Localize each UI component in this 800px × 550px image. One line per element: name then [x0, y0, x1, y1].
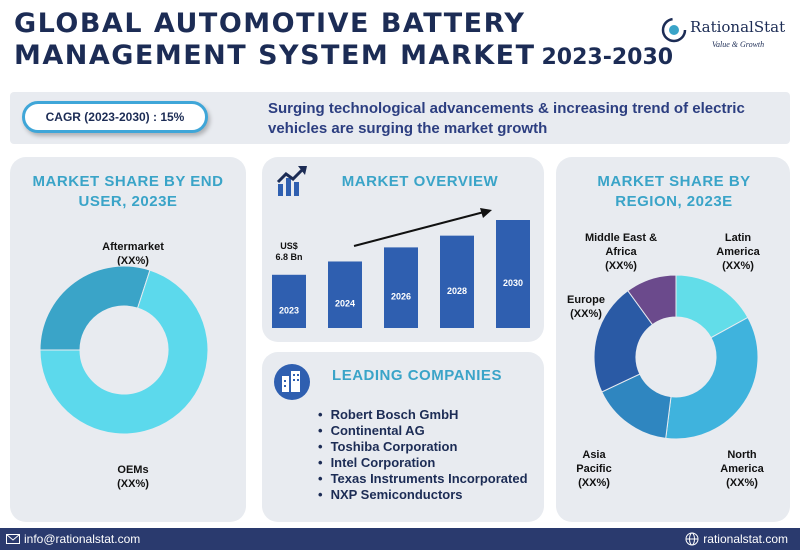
cagr-badge: CAGR (2023-2030) : 15% [22, 101, 208, 133]
mea-value: (XX%) [605, 260, 637, 272]
oems-name: OEMs [117, 464, 149, 476]
market-overview-title: MARKET OVERVIEW [341, 173, 499, 190]
asia-pacific-name: Asia Pacific [576, 449, 612, 475]
title-line-2: MANAGEMENT SYSTEM MARKET [14, 40, 536, 71]
north-america-label: North America (XX%) [710, 448, 774, 490]
slice-middle-east-africa [627, 275, 677, 326]
bar-label-2024: 2024 [335, 299, 355, 309]
bar-label-2030: 2030 [503, 278, 523, 288]
title-years: 2023-2030 [541, 45, 674, 70]
title-line-1: GLOBAL AUTOMOTIVE BATTERY [14, 8, 526, 39]
region-donut-chart [593, 275, 759, 440]
asia-pacific-value: (XX%) [578, 477, 610, 489]
slice-north-america [665, 316, 759, 440]
europe-label: Europe (XX%) [560, 293, 612, 321]
list-item: Continental AG [318, 423, 528, 439]
slice-aftermarket [39, 265, 151, 351]
logo-tagline: Value & Growth [712, 40, 765, 49]
bar-2030 [496, 220, 530, 328]
end-user-donut-chart [39, 265, 209, 435]
list-item: Robert Bosch GmbH [318, 407, 528, 423]
logo-name: RationalStat [690, 18, 786, 36]
latin-america-label: Latin America (XX%) [706, 231, 770, 273]
europe-value: (XX%) [570, 308, 602, 320]
summary-banner: CAGR (2023-2030) : 15% Surging technolog… [10, 92, 790, 144]
value-annotation: US$ 6.8 Bn [275, 241, 302, 262]
mea-label: Middle East & Africa (XX%) [573, 231, 669, 273]
bar-2028 [440, 235, 474, 328]
trend-arrow [353, 211, 485, 247]
bar-2023 [272, 274, 306, 328]
aftermarket-value: (XX%) [117, 255, 149, 267]
region-title: MARKET SHARE BY REGION, 2023E [597, 173, 751, 210]
aftermarket-label: Aftermarket (XX%) [78, 240, 188, 268]
trend-arrow-head [480, 208, 492, 218]
banner-text: Surging technological advancements & inc… [268, 100, 745, 137]
footer-website-text: rationalstat.com [703, 532, 788, 546]
slice-oems [39, 269, 209, 435]
page-title: GLOBAL AUTOMOTIVE BATTERY MANAGEMENT SYS… [14, 8, 673, 72]
list-item: Texas Instruments Incorporated [318, 471, 528, 487]
europe-name: Europe [567, 294, 605, 306]
end-user-title: MARKET SHARE BY END USER, 2023E [32, 173, 224, 210]
envelope-icon [6, 534, 20, 544]
list-item: Intel Corporation [318, 455, 528, 471]
market-overview-bar-chart: 2023 2024 2026 2028 2030 US$ 6.8 Bn [272, 208, 530, 328]
footer-website[interactable]: rationalstat.com [685, 532, 788, 546]
mea-name: Middle East & Africa [584, 232, 658, 258]
north-america-value: (XX%) [726, 477, 758, 489]
oems-label: OEMs (XX%) [78, 463, 188, 491]
slice-europe [593, 289, 654, 393]
logo-mark-icon [661, 17, 687, 43]
bar-2026 [384, 247, 418, 328]
globe-icon [685, 532, 699, 546]
footer-email[interactable]: info@rationalstat.com [6, 532, 140, 546]
list-item: Toshiba Corporation [318, 439, 528, 455]
bar-label-2026: 2026 [391, 292, 411, 302]
growth-chart-icon [276, 166, 307, 196]
asia-pacific-label: Asia Pacific (XX%) [566, 448, 622, 490]
oems-value: (XX%) [117, 478, 149, 490]
bar-label-2023: 2023 [279, 305, 299, 315]
latin-america-name: Latin America [716, 232, 760, 258]
companies-list: Robert Bosch GmbH Continental AG Toshiba… [318, 407, 528, 503]
bar-2024 [328, 261, 362, 328]
buildings-icon [274, 364, 310, 400]
bar-label-2028: 2028 [447, 286, 467, 296]
leading-companies-title: LEADING COMPANIES [332, 367, 502, 384]
footer-email-text: info@rationalstat.com [24, 532, 141, 546]
rationalstat-logo: RationalStat Value & Growth [660, 14, 790, 54]
north-america-name: North America [720, 449, 764, 475]
footer-bar: info@rationalstat.com rationalstat.com [0, 528, 800, 550]
latin-america-value: (XX%) [722, 260, 754, 272]
aftermarket-name: Aftermarket [102, 241, 164, 253]
list-item: NXP Semiconductors [318, 487, 528, 503]
